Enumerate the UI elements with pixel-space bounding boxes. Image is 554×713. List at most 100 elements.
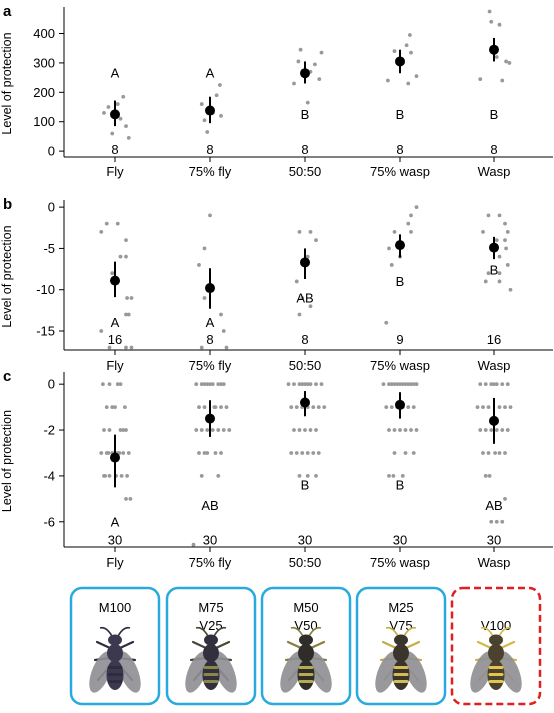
data-point [117,451,122,455]
data-point [486,271,491,276]
data-point [208,382,212,387]
data-point [489,382,494,387]
mean-marker [489,242,499,253]
data-point [197,451,201,455]
data-point [129,296,134,300]
insect-antenna [308,626,322,637]
sample-size-label: 30 [203,533,217,548]
data-point [494,428,499,432]
data-point [487,9,492,14]
data-point [314,382,318,387]
data-point [409,428,413,432]
data-point [110,405,115,410]
y-axis-label: Level of protection [0,32,14,134]
insect-stripe [488,666,504,669]
y-tick-label: 300 [33,55,55,70]
x-tick-label: Wasp [478,164,511,179]
x-tick-label: 50:50 [289,358,322,373]
significance-letter: AB [485,498,502,513]
data-point [391,474,396,478]
data-point [500,78,505,83]
insect-stripe [203,680,219,683]
data-point [398,428,402,432]
data-point [308,428,313,432]
morph-label-line1: M75 [198,600,223,615]
data-point [126,451,131,455]
data-point [205,382,210,387]
significance-letter: B [490,262,499,277]
insect-wing [280,651,304,693]
data-point [505,230,510,234]
data-point [224,405,229,410]
insect-leg [381,640,398,650]
data-point [125,474,129,478]
insect-stripe [393,666,409,669]
sample-size-label: 8 [301,142,308,157]
insect-wing [185,651,209,693]
data-point [102,111,106,115]
panel-label: b [3,196,12,213]
insect-wing [89,651,113,693]
mean-marker [395,240,405,251]
sample-size-label: 8 [206,142,213,157]
morph-card-4: V100 [450,586,542,706]
x-tick-label: Wasp [478,555,511,570]
insect-leg [118,640,135,650]
data-point [311,451,316,455]
data-point [219,113,223,118]
data-point [104,405,109,410]
data-point [504,246,508,251]
data-point [411,382,416,387]
data-point [384,405,389,410]
mean-marker [300,257,310,268]
insect-illustration [470,626,522,693]
y-tick-label: 0 [48,144,55,159]
sample-size-label: 30 [393,533,407,548]
data-point [492,382,496,387]
data-point [475,405,480,410]
data-point [305,382,310,387]
x-tick-label: Fly [106,555,124,570]
x-tick-label: 75% fly [189,164,232,179]
data-point [494,238,499,243]
data-point [389,405,394,410]
data-point [219,312,223,317]
insect-thorax [107,644,123,662]
data-point [400,474,405,478]
sample-size-label: 8 [111,142,118,157]
data-point [314,238,318,243]
insect-wing [375,651,399,693]
panel-label: c [3,368,11,385]
morph-label-line2: V50 [294,618,317,633]
y-tick-label: -6 [43,514,55,529]
data-point [197,405,201,410]
data-point [483,474,488,478]
data-point [392,451,397,455]
data-point [381,382,386,387]
data-point [414,205,419,210]
data-point [102,428,106,432]
data-point [126,312,131,317]
data-point [384,320,389,325]
chart-panel-b: b 0 -5 -10 -15 Level of protection Fly A 16 75% f… [0,196,553,373]
data-point [219,382,223,387]
insect-leg [404,640,421,650]
data-point [497,254,502,259]
data-point [387,246,391,251]
data-point [113,405,117,410]
significance-letter: B [396,478,405,493]
insect-antenna [99,626,113,637]
insect-head [108,634,122,646]
data-point [118,382,123,387]
data-point [493,451,497,455]
x-tick-label: Fly [106,358,124,373]
data-point [99,230,104,234]
x-tick-label: 50:50 [289,164,322,179]
data-point [110,271,115,276]
data-point [121,428,126,432]
insect-stripe [393,673,409,676]
data-point [503,221,507,226]
significance-letter: B [301,107,310,122]
sample-size-label: 16 [487,332,501,347]
data-point [483,279,488,284]
